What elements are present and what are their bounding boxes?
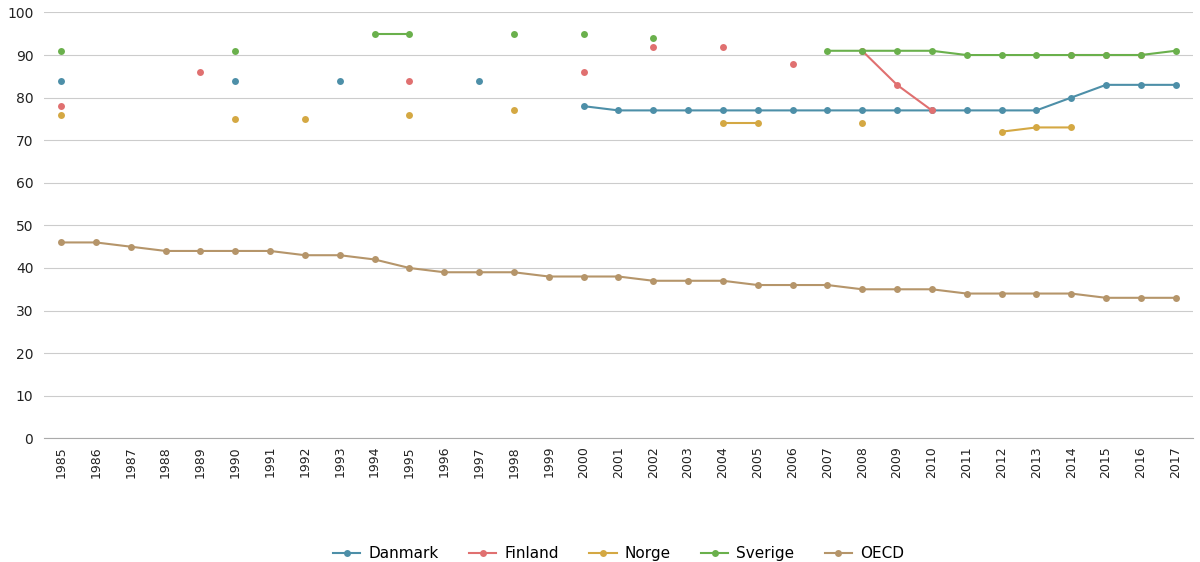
OECD — [89, 239, 103, 246]
OECD — [750, 282, 764, 288]
OECD — [680, 278, 695, 284]
OECD — [820, 282, 834, 288]
OECD — [54, 239, 68, 246]
OECD — [437, 269, 451, 275]
OECD — [1030, 290, 1044, 297]
OECD — [890, 286, 905, 293]
OECD — [646, 278, 660, 284]
OECD — [995, 290, 1009, 297]
OECD — [228, 248, 242, 255]
OECD — [854, 286, 869, 293]
OECD — [576, 273, 590, 280]
OECD — [506, 269, 521, 275]
OECD — [1134, 294, 1148, 301]
OECD — [402, 265, 416, 271]
OECD — [332, 252, 347, 259]
OECD — [611, 273, 625, 280]
OECD — [715, 278, 730, 284]
OECD — [785, 282, 799, 288]
OECD — [925, 286, 940, 293]
OECD — [158, 248, 173, 255]
OECD — [263, 248, 277, 255]
OECD — [472, 269, 486, 275]
OECD — [541, 273, 556, 280]
Legend: Danmark, Finland, Norge, Sverige, OECD: Danmark, Finland, Norge, Sverige, OECD — [326, 540, 910, 562]
OECD — [124, 243, 138, 250]
OECD — [298, 252, 312, 259]
OECD — [367, 256, 382, 263]
OECD — [1064, 290, 1079, 297]
OECD — [1099, 294, 1114, 301]
OECD — [960, 290, 974, 297]
OECD — [193, 248, 208, 255]
Line: OECD: OECD — [58, 239, 1180, 301]
OECD — [1169, 294, 1183, 301]
